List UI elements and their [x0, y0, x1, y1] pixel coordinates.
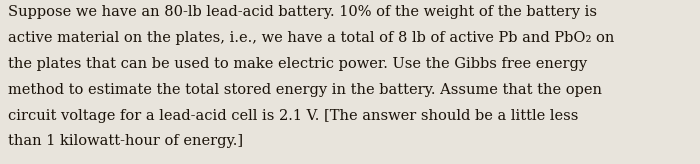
Text: Suppose we have an 80-lb lead-acid battery. 10% of the weight of the battery is: Suppose we have an 80-lb lead-acid batte…: [8, 5, 597, 19]
Text: active material on the plates, i.e., we have a total of 8 lb of active Pb and Pb: active material on the plates, i.e., we …: [8, 31, 615, 45]
Text: than 1 kilowatt-hour of energy.]: than 1 kilowatt-hour of energy.]: [8, 134, 244, 148]
Text: method to estimate the total stored energy in the battery. Assume that the open: method to estimate the total stored ener…: [8, 83, 603, 97]
Text: the plates that can be used to make electric power. Use the Gibbs free energy: the plates that can be used to make elec…: [8, 57, 587, 71]
Text: circuit voltage for a lead-acid cell is 2.1 V. [The answer should be a little le: circuit voltage for a lead-acid cell is …: [8, 109, 579, 123]
